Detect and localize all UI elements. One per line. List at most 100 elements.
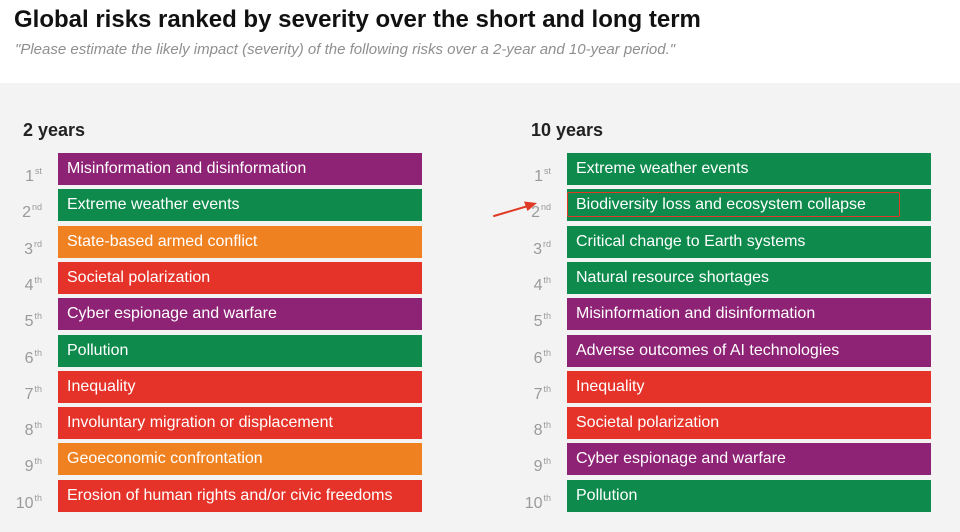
rank-suffix: th bbox=[34, 456, 42, 467]
rank-label: 3rd bbox=[0, 226, 42, 258]
rank-suffix: th bbox=[543, 311, 551, 322]
rank-number: 2 bbox=[22, 204, 31, 222]
risk-bar-natural-resource-shortages: Natural resource shortages bbox=[567, 261, 931, 294]
rank-suffix: th bbox=[543, 347, 551, 358]
risk-bar-biodiversity-loss-and-ecosystem-collapse: Biodiversity loss and ecosystem collapse bbox=[567, 189, 931, 222]
rank-suffix: st bbox=[543, 166, 551, 176]
header: Global risks ranked by severity over the… bbox=[0, 0, 960, 83]
rank-number: 10 bbox=[15, 494, 34, 512]
rank-label: 5th bbox=[509, 298, 551, 330]
risk-bar-involuntary-migration-or-displacement: Involuntary migration or displacement bbox=[58, 407, 422, 440]
rank-number: 4 bbox=[24, 276, 34, 294]
highlight-box bbox=[567, 192, 900, 217]
rank-suffix: th bbox=[34, 492, 42, 503]
risk-row: 7th Inequality bbox=[0, 370, 440, 403]
risk-bar-societal-polarization: Societal polarization bbox=[567, 407, 931, 440]
rank-number: 4 bbox=[533, 276, 543, 294]
risk-row: 10th Pollution bbox=[509, 479, 949, 512]
rank-suffix: th bbox=[543, 383, 551, 394]
risk-bar-cyber-espionage-and-warfare: Cyber espionage and warfare bbox=[58, 298, 422, 331]
rank-number: 7 bbox=[24, 385, 34, 403]
risk-row: 7th Inequality bbox=[509, 370, 949, 403]
rank-label: 1st bbox=[0, 153, 42, 185]
rank-label: 9th bbox=[509, 443, 551, 475]
risk-row: 6th Pollution bbox=[0, 334, 440, 367]
rank-label: 3rd bbox=[509, 226, 551, 258]
rank-number: 7 bbox=[533, 385, 543, 403]
arrow-annotation-icon bbox=[493, 201, 537, 217]
risk-bar-state-based-armed-conflict: State-based armed conflict bbox=[58, 225, 422, 258]
rank-label: 2nd bbox=[509, 189, 551, 221]
rank-suffix: th bbox=[34, 347, 42, 358]
rank-suffix: nd bbox=[31, 202, 42, 213]
rank-suffix: th bbox=[34, 420, 42, 431]
column-2-years: 2 years 1st Misinformation and disinforma… bbox=[0, 83, 440, 532]
rank-suffix: rd bbox=[33, 238, 42, 249]
rank-number: 1 bbox=[534, 168, 543, 185]
rank-label: 6th bbox=[0, 335, 42, 367]
risk-row: 5th Misinformation and disinformation bbox=[509, 298, 949, 331]
rank-label: 4th bbox=[0, 262, 42, 294]
risk-row: 10th Erosion of human rights and/or civic… bbox=[0, 479, 440, 512]
risk-bar-cyber-espionage-and-warfare: Cyber espionage and warfare bbox=[567, 443, 931, 476]
column-heading-10-years: 10 years bbox=[531, 120, 604, 140]
rank-number: 5 bbox=[533, 313, 543, 331]
rank-label: 1st bbox=[509, 153, 551, 185]
risk-row: 3rd State-based armed conflict bbox=[0, 225, 440, 258]
risk-row: 9th Geoeconomic confrontation bbox=[0, 443, 440, 476]
rank-number: 5 bbox=[24, 313, 34, 331]
column-heading-2-years: 2 years bbox=[23, 120, 86, 140]
rank-number: 6 bbox=[533, 349, 543, 367]
risk-bar-inequality: Inequality bbox=[567, 370, 931, 403]
rank-suffix: th bbox=[34, 274, 42, 285]
rank-label: 7th bbox=[0, 371, 42, 403]
rank-number: 6 bbox=[24, 349, 34, 367]
rank-label: 4th bbox=[509, 262, 551, 294]
rank-suffix: th bbox=[34, 311, 42, 322]
ranking-panel: 2 years 1st Misinformation and disinforma… bbox=[0, 83, 960, 532]
rank-label: 10th bbox=[509, 480, 551, 512]
risk-bar-erosion-of-human-rights-and-or-civic-freedoms: Erosion of human rights and/or civic fre… bbox=[58, 479, 422, 512]
risk-row: 2nd Biodiversity loss and ecosystem colla… bbox=[509, 189, 949, 222]
rank-suffix: th bbox=[34, 383, 42, 394]
rank-label: 2nd bbox=[0, 189, 42, 221]
risk-row: 9th Cyber espionage and warfare bbox=[509, 443, 949, 476]
rank-label: 10th bbox=[0, 480, 42, 512]
risk-row: 4th Societal polarization bbox=[0, 261, 440, 294]
rank-label: 8th bbox=[509, 407, 551, 439]
risk-bar-misinformation-and-disinformation: Misinformation and disinformation bbox=[567, 298, 931, 331]
risk-bar-adverse-outcomes-of-ai-technologies: Adverse outcomes of AI technologies bbox=[567, 334, 931, 367]
rank-suffix: th bbox=[543, 420, 551, 431]
rank-label: 8th bbox=[0, 407, 42, 439]
risk-bar-geoeconomic-confrontation: Geoeconomic confrontation bbox=[58, 443, 422, 476]
rank-number: 8 bbox=[24, 422, 34, 440]
risk-bar-misinformation-and-disinformation: Misinformation and disinformation bbox=[58, 153, 422, 185]
risk-row: 3rd Critical change to Earth systems bbox=[509, 225, 949, 258]
rank-suffix: th bbox=[543, 274, 551, 285]
rank-label: 7th bbox=[509, 371, 551, 403]
rank-number: 10 bbox=[524, 494, 543, 512]
rank-suffix: nd bbox=[540, 202, 551, 213]
chart-subtitle: "Please estimate the likely impact (seve… bbox=[15, 41, 676, 58]
risk-bar-pollution: Pollution bbox=[58, 334, 422, 367]
rank-label: 6th bbox=[509, 335, 551, 367]
rank-suffix: st bbox=[34, 166, 42, 176]
risk-row: 1st Misinformation and disinformation bbox=[0, 153, 440, 185]
rank-number: 1 bbox=[25, 168, 34, 185]
risk-bar-extreme-weather-events: Extreme weather events bbox=[58, 189, 422, 222]
risk-row: 8th Societal polarization bbox=[509, 407, 949, 440]
risk-row: 2nd Extreme weather events bbox=[0, 189, 440, 222]
risk-bar-pollution: Pollution bbox=[567, 479, 931, 512]
risk-row: 1st Extreme weather events bbox=[509, 153, 949, 185]
rank-number: 9 bbox=[533, 458, 543, 476]
rank-number: 2 bbox=[531, 204, 540, 222]
rank-label: 5th bbox=[0, 298, 42, 330]
column-10-years: 10 years 1st Extreme weather events 2nd Bio… bbox=[509, 83, 949, 532]
risk-bar-inequality: Inequality bbox=[58, 370, 422, 403]
rank-number: 3 bbox=[533, 240, 542, 258]
risk-row: 5th Cyber espionage and warfare bbox=[0, 298, 440, 331]
rank-label: 9th bbox=[0, 443, 42, 475]
risk-row: 6th Adverse outcomes of AI technologies bbox=[509, 334, 949, 367]
rank-number: 3 bbox=[24, 240, 33, 258]
chart-title: Global risks ranked by severity over the… bbox=[14, 6, 701, 33]
